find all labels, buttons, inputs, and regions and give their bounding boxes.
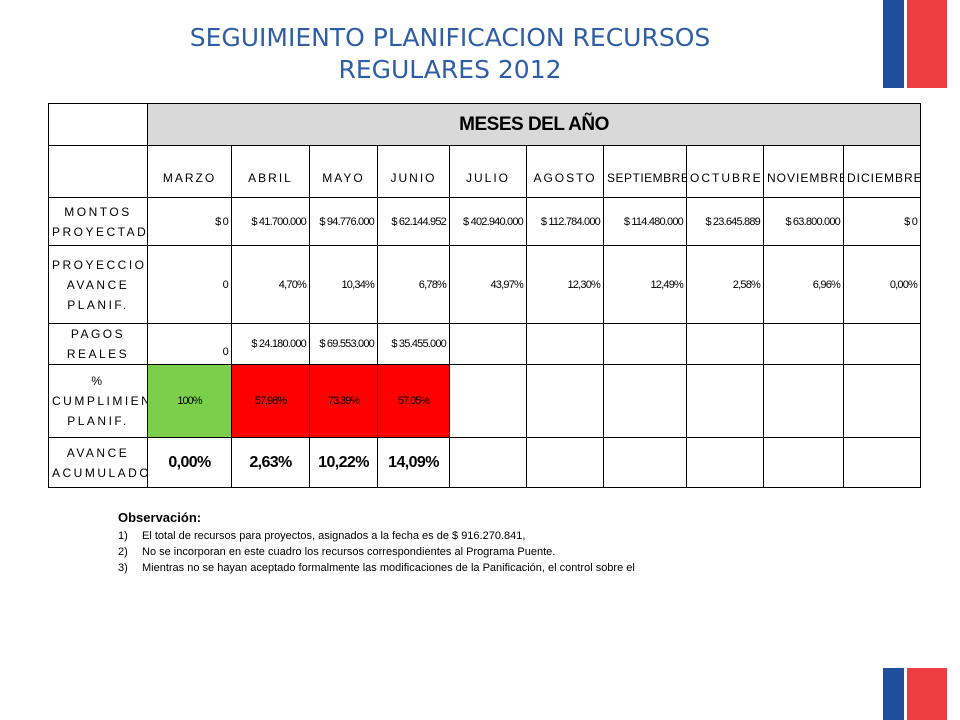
- table-cell: [686, 323, 764, 365]
- flag-logo-bottom: [883, 668, 947, 720]
- title-line-2: REGULARES 2012: [338, 55, 562, 84]
- flag-logo-top: [883, 0, 947, 88]
- table-cell: $ 0: [842, 197, 922, 246]
- table-cell: 0,00%: [842, 245, 922, 324]
- months-row-label: [48, 145, 148, 198]
- table-cell: [526, 437, 604, 488]
- observations-title: Observación:: [118, 510, 202, 525]
- table-cell: [763, 364, 844, 438]
- table-cell: $ 69.553.000: [309, 323, 378, 365]
- table-cell: 12,49%: [603, 245, 687, 324]
- month-header: OCTUBRE: [686, 145, 764, 198]
- row-label-montos: MONTOS PROYECTADOS: [48, 197, 148, 246]
- table-row: % CUMPLIMIENTO PLANIF. 100% 57,98% 73,39…: [48, 364, 922, 438]
- table-cell: [526, 364, 604, 438]
- table-cell-red: 57,05%: [377, 364, 450, 438]
- table-cell: 10,34%: [309, 245, 378, 324]
- list-item: 3) Mientras no se hayan aceptado formalm…: [118, 560, 818, 576]
- month-header: MARZO: [147, 145, 232, 198]
- table-corner: [48, 103, 148, 146]
- table-cell: 12,30%: [526, 245, 604, 324]
- table-cell: $ 41.700.000: [231, 197, 310, 246]
- table-cell: [686, 364, 764, 438]
- table-cell: [842, 364, 922, 438]
- month-header: SEPTIEMBRE: [603, 145, 687, 198]
- row-label-pagos: PAGOS REALES: [48, 323, 148, 365]
- table-cell: [686, 437, 764, 488]
- table-cell: $ 402.940.000: [449, 197, 527, 246]
- table-cell: 2,58%: [686, 245, 764, 324]
- table-cell: $ 112.784.000: [526, 197, 604, 246]
- table-cell: 2,63%: [231, 437, 310, 488]
- list-item: 1) El total de recursos para proyectos, …: [118, 528, 818, 544]
- table-cell: 0: [147, 245, 232, 324]
- month-header: JULIO: [449, 145, 527, 198]
- table-cell: 6,78%: [377, 245, 450, 324]
- table-cell: [763, 437, 844, 488]
- page-title: SEGUIMIENTO PLANIFICACION RECURSOS REGUL…: [130, 22, 770, 86]
- row-label-proyeccion: PROYECCION AVANCE PLANIF.: [48, 245, 148, 324]
- table-row: PAGOS REALES 0 $ 24.180.000 $ 69.553.000…: [48, 323, 922, 365]
- list-item: 2) No se incorporan en este cuadro los r…: [118, 544, 818, 560]
- list-number: 3): [118, 562, 128, 574]
- table-row: PROYECCION AVANCE PLANIF. 0 4,70% 10,34%…: [48, 245, 922, 324]
- month-header: DICIEMBRE: [842, 145, 922, 198]
- table-cell: 0: [147, 323, 232, 365]
- month-header: JUNIO: [377, 145, 450, 198]
- table-cell-red: 73,39%: [309, 364, 378, 438]
- table-cell: 4,70%: [231, 245, 310, 324]
- months-header: MESES DEL AÑO: [146, 103, 922, 146]
- table-cell: [842, 323, 922, 365]
- list-number: 1): [118, 530, 128, 542]
- table-cell: [449, 364, 527, 438]
- observations: Observación: 1) El total de recursos par…: [118, 510, 818, 576]
- row-label-avance: AVANCE ACUMULADO: [48, 437, 148, 488]
- table-cell: [526, 323, 604, 365]
- table-cell: [603, 437, 687, 488]
- table-cell: 6,96%: [763, 245, 844, 324]
- month-header: NOVIEMBRE: [763, 145, 844, 198]
- table-cell: [603, 323, 687, 365]
- table-cell: $ 24.180.000: [231, 323, 310, 365]
- table-cell: $ 94.776.000: [309, 197, 378, 246]
- list-number: 2): [118, 546, 128, 558]
- table-cell: $ 0: [147, 197, 232, 246]
- table-cell: [449, 437, 527, 488]
- table-cell: 43,97%: [449, 245, 527, 324]
- table-cell: $ 23.645.889: [686, 197, 764, 246]
- month-header: ABRIL: [231, 145, 310, 198]
- list-text: No se incorporan en este cuadro los recu…: [142, 546, 556, 558]
- table-row: MONTOS PROYECTADOS $ 0 $ 41.700.000 $ 94…: [48, 197, 922, 246]
- table-cell: 14,09%: [377, 437, 450, 488]
- table-row: AVANCE ACUMULADO 0,00% 2,63% 10,22% 14,0…: [48, 437, 922, 488]
- row-label-cumplimiento: % CUMPLIMIENTO PLANIF.: [48, 364, 148, 438]
- list-text: El total de recursos para proyectos, asi…: [142, 530, 526, 542]
- table-cell: [763, 323, 844, 365]
- table-cell: 10,22%: [309, 437, 378, 488]
- month-header: MAYO: [309, 145, 378, 198]
- month-header: AGOSTO: [526, 145, 604, 198]
- list-text: Mientras no se hayan aceptado formalment…: [142, 562, 635, 574]
- months-row: MARZO ABRIL MAYO JUNIO JULIO AGOSTO SEPT…: [48, 145, 922, 198]
- table-cell: 0,00%: [147, 437, 232, 488]
- table-cell: $ 35.455.000: [377, 323, 450, 365]
- table-cell: $ 63.800.000: [763, 197, 844, 246]
- table-cell: [603, 364, 687, 438]
- table-cell-green: 100%: [147, 364, 232, 438]
- planning-table: MESES DEL AÑO MARZO ABRIL MAYO JUNIO JUL…: [48, 103, 922, 488]
- table-cell: [842, 437, 922, 488]
- table-cell: [449, 323, 527, 365]
- table-cell: $ 62.144.952: [377, 197, 450, 246]
- title-line-1: SEGUIMIENTO PLANIFICACION RECURSOS: [189, 23, 711, 52]
- table-cell-red: 57,98%: [231, 364, 310, 438]
- table-cell: $ 114.480.000: [603, 197, 687, 246]
